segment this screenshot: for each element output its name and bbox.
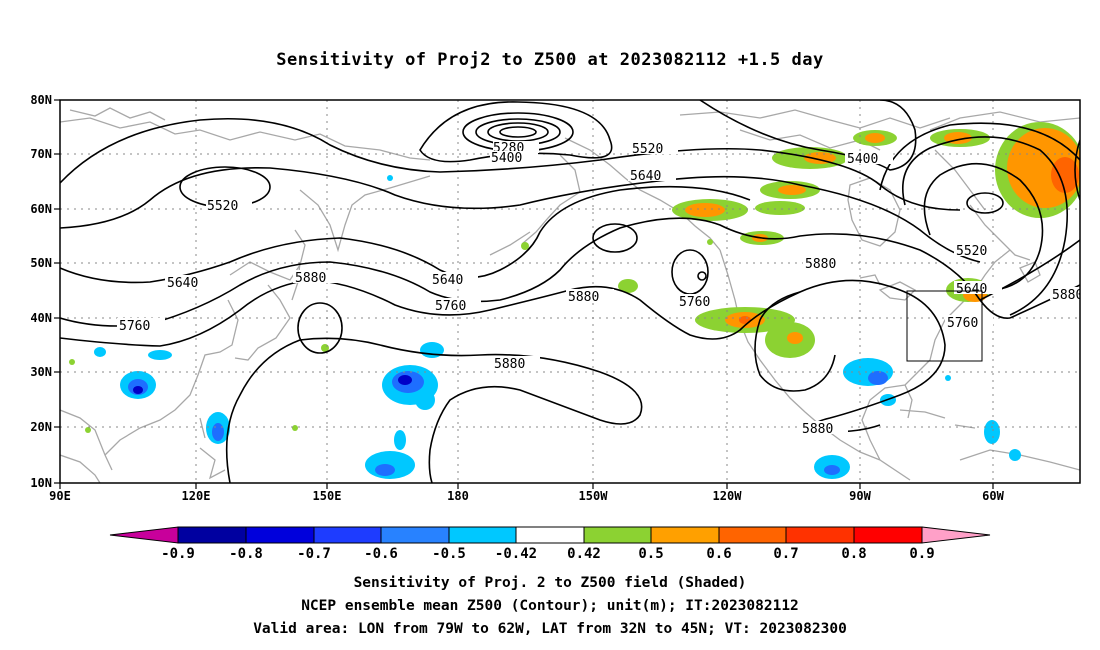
- colorbar-segment: [313, 526, 382, 544]
- lon-label: 120W: [713, 489, 743, 503]
- colorbar-segment: [785, 526, 855, 544]
- axis-ticks: [54, 99, 994, 489]
- contour-label: 5880: [568, 290, 599, 305]
- lon-label: 150E: [313, 489, 342, 503]
- map-title: Sensitivity of Proj2 to Z500 at 20230821…: [276, 50, 824, 70]
- lon-label: 60W: [982, 489, 1004, 503]
- contour-label: 5640: [630, 169, 661, 184]
- contour-label: 5520: [632, 142, 663, 157]
- colorbar-labels: -0.9 -0.8 -0.7 -0.6 -0.5 -0.42 0.42 0.5 …: [161, 546, 935, 560]
- colorbar-segment: [853, 526, 923, 544]
- colorbar-high-arrow: [921, 526, 991, 544]
- colorbar-label: -0.42: [495, 546, 537, 560]
- colorbar-label: 0.7: [773, 546, 798, 560]
- contour-label-group: 5280 5400 5520 5400 5520 5640 5640 5640 …: [117, 141, 1083, 437]
- colorbar-segment: [650, 526, 720, 544]
- colorbar-label: 0.6: [706, 546, 731, 560]
- negative-sensitivity-shading: [94, 175, 1021, 479]
- colorbar-label: -0.7: [297, 546, 331, 560]
- colorbar: [109, 526, 991, 544]
- contour-label: 5880: [494, 357, 525, 372]
- contour-label: 5760: [679, 295, 710, 310]
- colorbar-label: 0.5: [638, 546, 663, 560]
- lon-label: 120E: [182, 489, 211, 503]
- lat-label: 40N: [30, 311, 52, 325]
- contour-label: 5880: [805, 257, 836, 272]
- longitude-labels: 90E 120E 150E 180 150W 120W 90W 60W: [49, 489, 1004, 503]
- colorbar-segment: [380, 526, 450, 544]
- caption-line-1: Sensitivity of Proj. 2 to Z500 field (Sh…: [353, 575, 747, 591]
- lon-label: 90W: [849, 489, 871, 503]
- lat-label: 60N: [30, 202, 52, 216]
- caption-line-2: NCEP ensemble mean Z500 (Contour); unit(…: [301, 598, 799, 614]
- contour-label: 5760: [435, 299, 466, 314]
- lon-label: 150W: [579, 489, 609, 503]
- colorbar-label: -0.5: [432, 546, 466, 560]
- captions: Sensitivity of Proj. 2 to Z500 field (Sh…: [0, 572, 1100, 641]
- colorbar-segment: [515, 526, 585, 544]
- contour-label: 5520: [956, 244, 987, 259]
- lat-label: 50N: [30, 256, 52, 270]
- lat-label: 20N: [30, 420, 52, 434]
- z500-contours: [60, 100, 1080, 483]
- caption-line-3: Valid area: LON from 79W to 62W, LAT fro…: [253, 621, 847, 637]
- colorbar-label: -0.6: [364, 546, 398, 560]
- colorbar-label: 0.9: [909, 546, 934, 560]
- lat-label: 30N: [30, 365, 52, 379]
- colorbar-low-arrow: [109, 526, 179, 544]
- colorbar-label: -0.8: [229, 546, 263, 560]
- colorbar-label: 0.42: [567, 546, 601, 560]
- contour-label: 5400: [847, 152, 878, 167]
- colorbar-segment: [718, 526, 787, 544]
- contour-label: 5760: [947, 316, 978, 331]
- colorbar-segment: [448, 526, 517, 544]
- colorbar-segment: [177, 526, 247, 544]
- sensitivity-map: 5280 5400 5520 5400 5520 5640 5640 5640 …: [30, 93, 1083, 560]
- lat-label: 70N: [30, 147, 52, 161]
- contour-label: 5640: [432, 273, 463, 288]
- contour-label: 5880: [1052, 288, 1083, 303]
- colorbar-segment: [583, 526, 652, 544]
- contour-label: 5880: [802, 422, 833, 437]
- contour-label: 5760: [119, 319, 150, 334]
- positive-sensitivity-shading: [69, 122, 1080, 433]
- contour-label: 5640: [956, 282, 987, 297]
- colorbar-label: -0.9: [161, 546, 195, 560]
- latitude-labels: 80N 70N 60N 50N 40N 30N 20N 10N: [30, 93, 52, 490]
- lat-label: 80N: [30, 93, 52, 107]
- colorbar-segment: [245, 526, 315, 544]
- contour-label: 5400: [491, 151, 522, 166]
- contour-label: 5520: [207, 199, 238, 214]
- lon-label: 180: [447, 489, 469, 503]
- contour-label: 5880: [295, 271, 326, 286]
- map-frame: [59, 99, 1081, 484]
- contour-label: 5640: [167, 276, 198, 291]
- lon-label: 90E: [49, 489, 71, 503]
- lat-label: 10N: [30, 476, 52, 490]
- valid-area-box: [906, 290, 983, 362]
- colorbar-label: 0.8: [841, 546, 866, 560]
